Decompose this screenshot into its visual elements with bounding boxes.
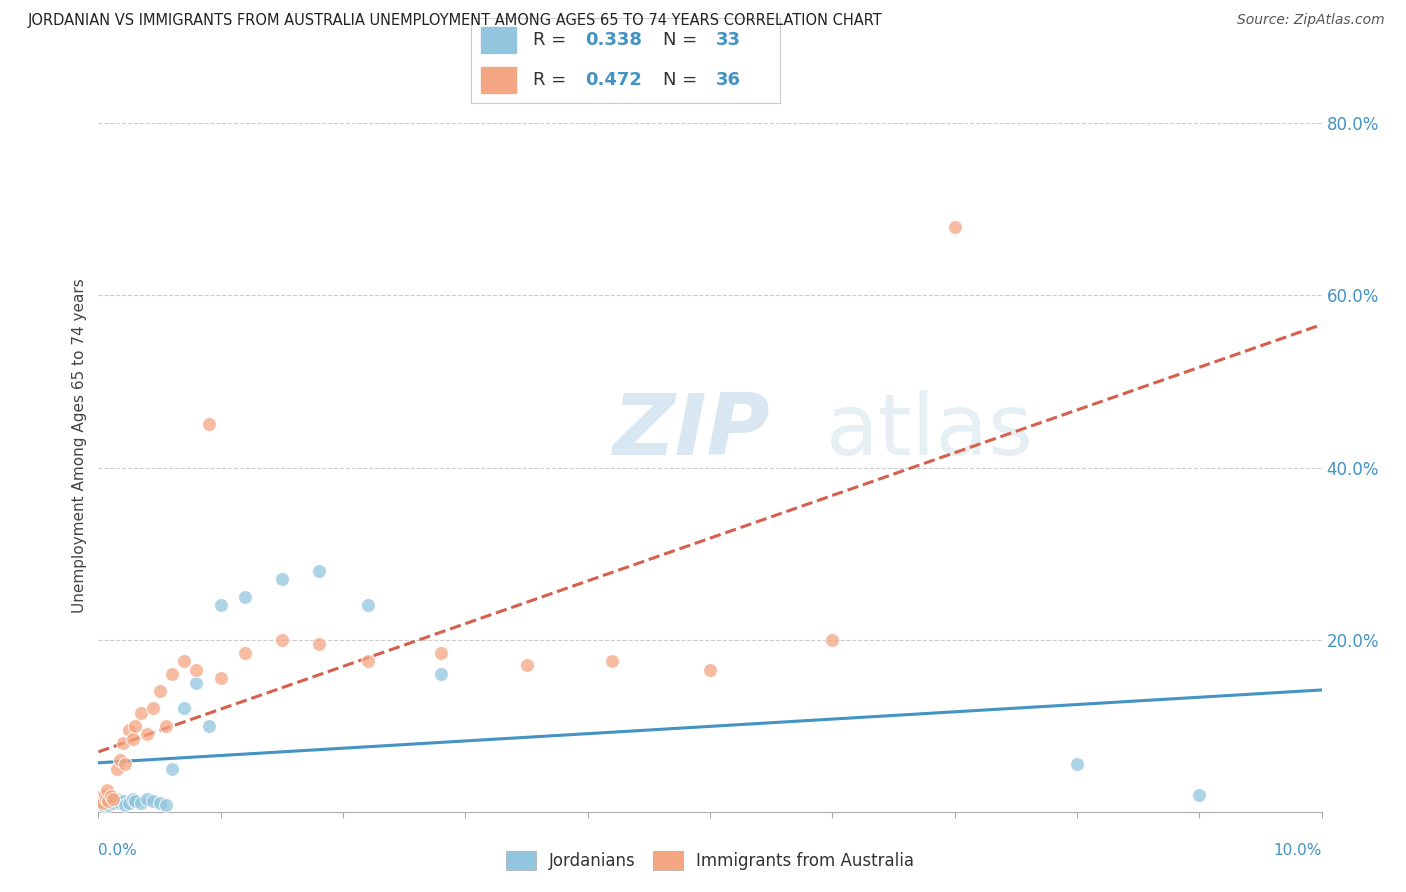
Point	[155, 797, 177, 812]
FancyBboxPatch shape	[481, 66, 517, 95]
Point	[94, 796, 117, 810]
Text: ZIP: ZIP	[612, 390, 770, 473]
Point	[94, 792, 117, 806]
Point	[129, 796, 152, 810]
Point	[105, 762, 128, 776]
Point	[173, 701, 195, 715]
Point	[121, 792, 143, 806]
Point	[110, 796, 132, 810]
Point	[91, 796, 114, 810]
Point	[699, 663, 721, 677]
Point	[149, 796, 172, 810]
Legend: Jordanians, Immigrants from Australia: Jordanians, Immigrants from Australia	[499, 844, 921, 877]
Point	[96, 792, 118, 806]
Point	[356, 598, 378, 612]
Point	[233, 590, 256, 604]
Point	[129, 706, 152, 720]
Point	[186, 663, 208, 677]
Point	[173, 654, 195, 668]
Text: 0.472: 0.472	[585, 71, 643, 89]
Point	[114, 757, 136, 772]
Point	[111, 794, 134, 808]
Point	[97, 797, 120, 812]
Point	[100, 789, 122, 804]
Point	[430, 667, 453, 681]
Text: N =: N =	[662, 31, 703, 49]
Point	[91, 797, 114, 812]
Point	[308, 637, 330, 651]
Point	[111, 736, 134, 750]
Point	[110, 753, 132, 767]
Point	[197, 417, 219, 432]
Point	[124, 794, 146, 808]
Point	[1188, 788, 1211, 802]
Point	[91, 789, 114, 804]
Text: 36: 36	[716, 71, 741, 89]
Point	[118, 796, 141, 810]
Point	[516, 658, 538, 673]
Point	[160, 667, 183, 681]
Point	[114, 797, 136, 812]
Point	[90, 796, 112, 810]
Point	[197, 719, 219, 733]
Point	[186, 675, 208, 690]
Point	[93, 794, 115, 808]
Point	[118, 723, 141, 737]
Point	[93, 788, 115, 802]
Text: atlas: atlas	[827, 390, 1035, 473]
Point	[160, 762, 183, 776]
Point	[943, 219, 966, 234]
Text: 33: 33	[716, 31, 741, 49]
Point	[142, 794, 165, 808]
Point	[136, 792, 159, 806]
Point	[90, 794, 112, 808]
Text: R =: R =	[533, 71, 572, 89]
Point	[121, 731, 143, 746]
Point	[233, 646, 256, 660]
Point	[356, 654, 378, 668]
Text: N =: N =	[662, 71, 703, 89]
Point	[155, 719, 177, 733]
Point	[91, 792, 114, 806]
Point	[270, 632, 292, 647]
Point	[149, 684, 172, 698]
Point	[100, 794, 122, 808]
Point	[1066, 757, 1088, 772]
FancyBboxPatch shape	[481, 27, 517, 54]
Point	[142, 701, 165, 715]
Point	[209, 598, 232, 612]
Text: Source: ZipAtlas.com: Source: ZipAtlas.com	[1237, 13, 1385, 28]
Point	[136, 727, 159, 741]
Point	[105, 792, 128, 806]
Point	[101, 792, 124, 806]
Point	[209, 671, 232, 685]
Y-axis label: Unemployment Among Ages 65 to 74 years: Unemployment Among Ages 65 to 74 years	[72, 278, 87, 614]
Point	[101, 796, 124, 810]
Point	[97, 794, 120, 808]
Point	[430, 646, 453, 660]
Text: R =: R =	[533, 31, 572, 49]
Point	[308, 564, 330, 578]
Point	[270, 573, 292, 587]
Text: 10.0%: 10.0%	[1274, 843, 1322, 858]
Text: 0.0%: 0.0%	[98, 843, 138, 858]
Point	[124, 719, 146, 733]
Point	[821, 632, 844, 647]
Text: JORDANIAN VS IMMIGRANTS FROM AUSTRALIA UNEMPLOYMENT AMONG AGES 65 TO 74 YEARS CO: JORDANIAN VS IMMIGRANTS FROM AUSTRALIA U…	[28, 13, 883, 29]
Text: 0.338: 0.338	[585, 31, 643, 49]
Point	[96, 783, 118, 797]
Point	[600, 654, 623, 668]
